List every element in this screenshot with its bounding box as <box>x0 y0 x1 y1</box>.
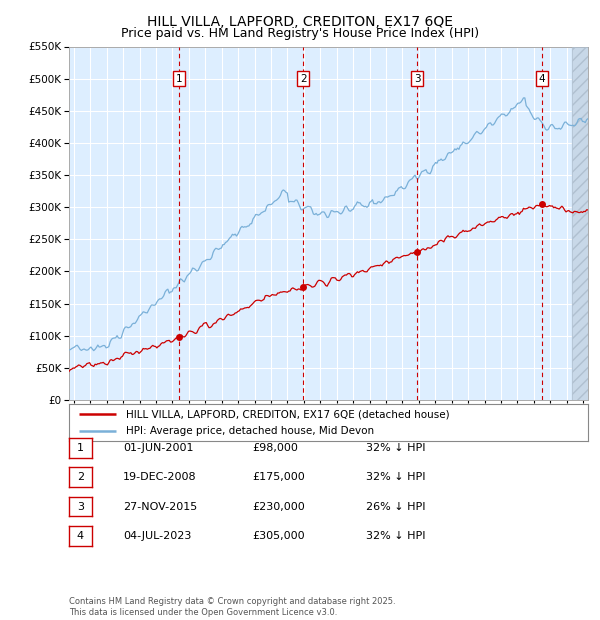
Bar <box>572 46 588 400</box>
Text: 1: 1 <box>77 443 84 453</box>
Text: 4: 4 <box>539 74 545 84</box>
Text: £230,000: £230,000 <box>252 502 305 512</box>
Text: 04-JUL-2023: 04-JUL-2023 <box>123 531 191 541</box>
Text: 4: 4 <box>77 531 84 541</box>
Bar <box>572 46 588 400</box>
Text: 32% ↓ HPI: 32% ↓ HPI <box>366 472 425 482</box>
Text: 3: 3 <box>414 74 421 84</box>
Text: 19-DEC-2008: 19-DEC-2008 <box>123 472 197 482</box>
Text: £305,000: £305,000 <box>252 531 305 541</box>
Text: 3: 3 <box>77 502 84 512</box>
Text: Price paid vs. HM Land Registry's House Price Index (HPI): Price paid vs. HM Land Registry's House … <box>121 27 479 40</box>
Text: HPI: Average price, detached house, Mid Devon: HPI: Average price, detached house, Mid … <box>126 427 374 436</box>
Text: 32% ↓ HPI: 32% ↓ HPI <box>366 443 425 453</box>
Text: 27-NOV-2015: 27-NOV-2015 <box>123 502 197 512</box>
Text: 32% ↓ HPI: 32% ↓ HPI <box>366 531 425 541</box>
Text: 1: 1 <box>176 74 182 84</box>
Text: Contains HM Land Registry data © Crown copyright and database right 2025.
This d: Contains HM Land Registry data © Crown c… <box>69 598 395 617</box>
Text: HILL VILLA, LAPFORD, CREDITON, EX17 6QE (detached house): HILL VILLA, LAPFORD, CREDITON, EX17 6QE … <box>126 409 450 419</box>
Text: 01-JUN-2001: 01-JUN-2001 <box>123 443 193 453</box>
Text: HILL VILLA, LAPFORD, CREDITON, EX17 6QE: HILL VILLA, LAPFORD, CREDITON, EX17 6QE <box>147 16 453 30</box>
Text: 2: 2 <box>300 74 307 84</box>
Text: £175,000: £175,000 <box>252 472 305 482</box>
Text: 2: 2 <box>77 472 84 482</box>
Text: £98,000: £98,000 <box>252 443 298 453</box>
Text: 26% ↓ HPI: 26% ↓ HPI <box>366 502 425 512</box>
